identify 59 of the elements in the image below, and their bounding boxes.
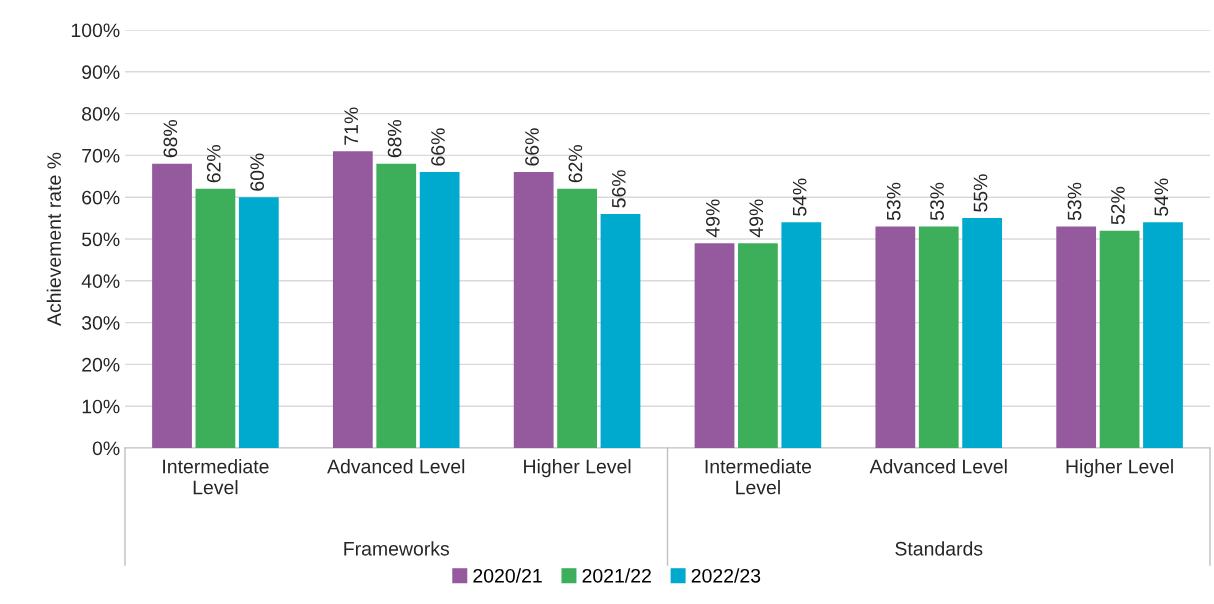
data-label: 68% bbox=[163, 119, 178, 158]
bar bbox=[738, 243, 778, 448]
bar bbox=[332, 151, 373, 448]
data-label: 54% bbox=[1154, 178, 1169, 216]
x-tick-label: Advanced Level bbox=[327, 459, 465, 474]
data-label: 60% bbox=[250, 153, 265, 191]
data-label: 71% bbox=[344, 107, 358, 145]
text: Standards bbox=[895, 541, 983, 556]
data-label: 49% bbox=[705, 199, 720, 238]
data-label: 54% bbox=[792, 178, 807, 216]
bar bbox=[152, 163, 192, 448]
bar bbox=[918, 226, 959, 448]
bar bbox=[557, 188, 597, 448]
bar bbox=[1056, 226, 1097, 448]
y-tick-label: 40% bbox=[81, 274, 120, 289]
y-tick-label: 10% bbox=[82, 399, 120, 414]
x-tick-label: Intermediate Level bbox=[163, 459, 269, 495]
bar bbox=[962, 218, 1003, 448]
bar bbox=[195, 188, 236, 448]
data-label: 55% bbox=[973, 174, 988, 212]
legend-label: 2020/21 bbox=[473, 568, 542, 583]
data-label: 52% bbox=[1111, 186, 1125, 225]
data-label: 66% bbox=[431, 128, 445, 166]
x-tick-label: Intermediate Level bbox=[705, 459, 812, 495]
y-tick-label: 100% bbox=[71, 23, 120, 38]
data-label: 53% bbox=[930, 182, 944, 221]
y-tick-label: 70% bbox=[82, 148, 120, 163]
y-tick-label: 90% bbox=[82, 65, 120, 80]
data-label: 62% bbox=[568, 145, 583, 183]
bar bbox=[1099, 230, 1140, 448]
bar bbox=[419, 172, 460, 448]
legend-label: 2021/22 bbox=[582, 568, 651, 583]
y-tick-label: 80% bbox=[82, 107, 120, 121]
data-label: 53% bbox=[886, 182, 901, 221]
bar bbox=[781, 222, 822, 448]
bar bbox=[238, 197, 279, 448]
x-tick-label: Higher Level bbox=[1066, 459, 1173, 478]
x-tick-label: Advanced Level bbox=[869, 459, 1007, 474]
y-axis-title: Achievement rate % bbox=[46, 152, 62, 326]
y-tick-label: 20% bbox=[82, 357, 120, 372]
data-label: 53% bbox=[1067, 182, 1082, 221]
data-label: 66% bbox=[525, 128, 539, 166]
data-label: 68% bbox=[387, 119, 402, 158]
bar bbox=[600, 213, 641, 448]
y-tick-label: 50% bbox=[82, 232, 120, 247]
bar bbox=[376, 163, 417, 448]
y-tick-label: 0% bbox=[92, 441, 120, 456]
y-tick-label: 30% bbox=[81, 316, 120, 330]
x-tick-label: Higher Level bbox=[524, 459, 631, 478]
legend-label: 2022/23 bbox=[691, 568, 761, 583]
data-label: 56% bbox=[611, 170, 626, 208]
bar bbox=[875, 226, 916, 448]
bar bbox=[513, 172, 554, 448]
bar bbox=[1143, 222, 1183, 448]
text: Frameworks bbox=[344, 541, 450, 556]
data-label: 49% bbox=[749, 199, 764, 238]
data-label: 62% bbox=[206, 145, 221, 183]
bar bbox=[694, 243, 735, 448]
y-tick-label: 60% bbox=[82, 190, 120, 205]
